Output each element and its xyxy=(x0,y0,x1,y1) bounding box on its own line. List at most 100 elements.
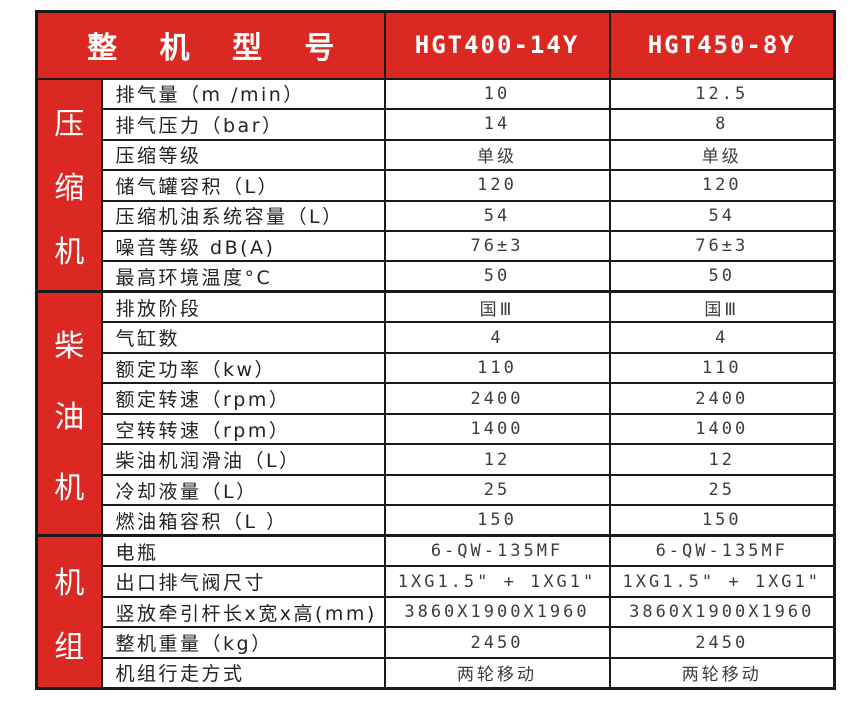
table-row: 压缩机油系统容量（L） 54 54 xyxy=(37,199,836,233)
table-row: 空转转速（rpm） 1400 1400 xyxy=(37,412,836,446)
table-header-row: 整 机 型 号 HGT400-14Y HGT450-8Y xyxy=(35,10,836,80)
table-row: 竖放牵引杆长x宽x高(mm) 3860X1900X1960 3860X1900X… xyxy=(37,595,836,629)
section-char: 机 xyxy=(54,471,85,507)
spec-value: 6-QW-135MF xyxy=(383,534,611,568)
spec-value: 3860X1900X1960 xyxy=(383,595,611,629)
spec-value: 4 xyxy=(383,321,611,354)
spec-label: 出口排气阀尺寸 xyxy=(100,565,386,598)
spec-value: 单级 xyxy=(608,138,836,172)
spec-label: 电瓶 xyxy=(100,534,386,568)
spec-label: 储气罐容积（L） xyxy=(100,169,386,202)
table-row: 柴油机润滑油（L） 12 12 xyxy=(37,443,836,476)
spec-value: 12 xyxy=(608,443,836,476)
spec-label: 冷却液量（L） xyxy=(100,473,386,507)
spec-value: 1XG1.5" + 1XG1" xyxy=(383,565,611,598)
table-row: 出口排气阀尺寸 1XG1.5" + 1XG1" 1XG1.5" + 1XG1" xyxy=(37,565,836,598)
section-char: 柴 xyxy=(54,328,85,364)
table-row: 排气压力（bar） 14 8 xyxy=(37,108,836,141)
spec-value: 25 xyxy=(608,473,836,507)
spec-label: 竖放牵引杆长x宽x高(mm) xyxy=(100,595,386,629)
spec-value: 25 xyxy=(383,473,611,507)
model-name: HGT450-8Y xyxy=(647,31,796,60)
spec-label: 最高环境温度°C xyxy=(100,260,386,293)
spec-value: 150 xyxy=(608,504,836,537)
spec-value: 单级 xyxy=(383,138,611,172)
spec-label: 噪音等级 dB(A) xyxy=(100,229,386,263)
table-row: 燃油箱容积（L ） 150 150 xyxy=(37,504,836,537)
spec-value: 1XG1.5" + 1XG1" xyxy=(608,565,836,598)
section-char: 压 xyxy=(54,107,85,143)
spec-label: 压缩机油系统容量（L） xyxy=(100,199,386,233)
spec-label: 额定转速（rpm） xyxy=(100,382,386,415)
section-vertical-label: 压 缩 机 xyxy=(39,81,100,290)
spec-value: 12.5 xyxy=(608,77,836,111)
spec-value: 两轮移动 xyxy=(608,656,836,690)
table-row: 柴 油 机 排放阶段 国Ⅲ 国Ⅲ xyxy=(35,290,836,537)
table-row: 机组行走方式 两轮移动 两轮移动 xyxy=(37,656,836,690)
spec-value: 2400 xyxy=(608,382,836,415)
spec-value: 8 xyxy=(608,108,836,141)
table-title: 整 机 型 号 xyxy=(87,31,351,67)
spec-value: 4 xyxy=(608,321,836,354)
spec-table: 整 机 型 号 HGT400-14Y HGT450-8Y 压 缩 机 排气量（m… xyxy=(35,10,836,690)
table-row: 最高环境温度°C 50 50 xyxy=(37,260,836,293)
spec-value: 110 xyxy=(383,351,611,385)
table-row: 压缩等级 单级 单级 xyxy=(37,138,836,172)
spec-value: 1400 xyxy=(608,412,836,446)
spec-value: 2450 xyxy=(608,626,836,659)
spec-value: 2400 xyxy=(383,382,611,415)
table-row: 额定转速（rpm） 2400 2400 xyxy=(37,382,836,415)
table-row: 冷却液量（L） 25 25 xyxy=(37,473,836,507)
section-vertical-label: 柴 油 机 xyxy=(39,295,100,534)
section-char: 组 xyxy=(54,630,85,666)
model-header-hgt450-8y: HGT450-8Y xyxy=(608,10,836,80)
spec-label: 柴油机润滑油（L） xyxy=(100,443,386,476)
section-char: 缩 xyxy=(54,171,85,207)
spec-value: 54 xyxy=(608,199,836,233)
table-row: 储气罐容积（L） 120 120 xyxy=(37,169,836,202)
section-label-compressor: 压 缩 机 xyxy=(35,77,103,293)
model-header-hgt400-14y: HGT400-14Y xyxy=(383,10,611,80)
section-char: 油 xyxy=(54,399,85,435)
spec-value: 76±3 xyxy=(608,229,836,263)
spec-value: 120 xyxy=(383,169,611,202)
spec-value: 14 xyxy=(383,108,611,141)
section-char: 机 xyxy=(54,234,85,270)
table-row: 机 组 电瓶 6-QW-135MF 6-QW-135MF xyxy=(35,534,836,690)
spec-label: 空转转速（rpm） xyxy=(100,412,386,446)
table-row: 气缸数 4 4 xyxy=(37,321,836,354)
section-vertical-label: 机 组 xyxy=(39,539,100,687)
spec-value: 2450 xyxy=(383,626,611,659)
section-label-diesel-engine: 柴 油 机 xyxy=(35,290,103,537)
spec-value: 76±3 xyxy=(383,229,611,263)
spec-label: 排气压力（bar） xyxy=(100,108,386,141)
spec-value: 6-QW-135MF xyxy=(608,534,836,568)
table-row: 额定功率（kw） 110 110 xyxy=(37,351,836,385)
spec-value: 12 xyxy=(383,443,611,476)
model-name: HGT400-14Y xyxy=(414,31,580,60)
spec-value: 1400 xyxy=(383,412,611,446)
spec-value: 10 xyxy=(383,77,611,111)
section-label-unit: 机 组 xyxy=(35,534,103,690)
spec-value: 国Ⅲ xyxy=(608,290,836,324)
spec-value: 150 xyxy=(383,504,611,537)
spec-value: 50 xyxy=(383,260,611,293)
spec-label: 整机重量（kg） xyxy=(100,626,386,659)
spec-label: 额定功率（kw） xyxy=(100,351,386,385)
spec-value: 110 xyxy=(608,351,836,385)
section-char: 机 xyxy=(54,565,85,601)
spec-value: 120 xyxy=(608,169,836,202)
spec-label: 排气量（m /min） xyxy=(100,77,386,111)
spec-label: 燃油箱容积（L ） xyxy=(100,504,386,537)
spec-value: 两轮移动 xyxy=(383,656,611,690)
spec-value: 3860X1900X1960 xyxy=(608,595,836,629)
spec-label: 气缸数 xyxy=(100,321,386,354)
spec-value: 国Ⅲ xyxy=(383,290,611,324)
spec-label: 机组行走方式 xyxy=(100,656,386,690)
table-row: 整机重量（kg） 2450 2450 xyxy=(37,626,836,659)
table-title-cell: 整 机 型 号 xyxy=(35,10,386,80)
table-row: 压 缩 机 排气量（m /min） 10 12.5 xyxy=(35,77,836,293)
spec-value: 54 xyxy=(383,199,611,233)
spec-value: 50 xyxy=(608,260,836,293)
